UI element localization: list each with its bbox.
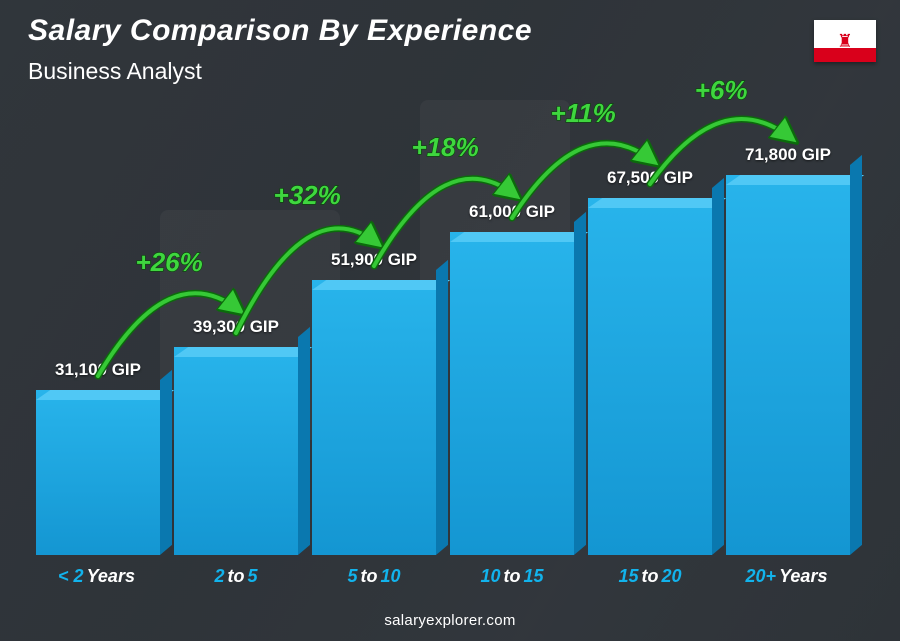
bar-side-face: [160, 370, 172, 555]
chart-subtitle: Business Analyst: [28, 58, 202, 85]
x-label-3: 10to15: [450, 566, 574, 587]
x-label-0: < 2Years: [36, 566, 160, 587]
bar-1: 39,300 GIP: [174, 317, 298, 555]
pct-label: +6%: [695, 75, 748, 105]
flag-bottom: [814, 48, 876, 62]
x-label-1: 2to5: [174, 566, 298, 587]
bar-side-face: [712, 178, 724, 555]
bar-2: 51,900 GIP: [312, 250, 436, 555]
flag-top: ♜: [814, 20, 876, 48]
bar-top-face: [312, 280, 450, 290]
bar-top-face: [174, 347, 312, 357]
bar-3d: [726, 175, 850, 555]
bar-front-face: [174, 347, 298, 555]
bar-value-label: 51,900 GIP: [331, 250, 417, 270]
bar-3d: [174, 347, 298, 555]
bar-front-face: [726, 175, 850, 555]
x-labels: < 2Years 2to5 5to10 10to15 15to20 20+Years: [36, 566, 850, 587]
footer-credit: salaryexplorer.com: [0, 612, 900, 629]
bar-3: 61,000 GIP: [450, 202, 574, 555]
x-label-2: 5to10: [312, 566, 436, 587]
bar-4: 67,500 GIP: [588, 168, 712, 555]
bar-side-face: [574, 212, 586, 555]
gibraltar-flag-icon: ♜: [814, 20, 876, 62]
bar-front-face: [312, 280, 436, 555]
bar-front-face: [588, 198, 712, 555]
bar-front-face: [450, 232, 574, 555]
bar-3d: [36, 390, 160, 555]
bar-value-label: 61,000 GIP: [469, 202, 555, 222]
bar-side-face: [298, 327, 310, 555]
bar-0: 31,100 GIP: [36, 360, 160, 555]
bar-3d: [312, 280, 436, 555]
x-label-5: 20+Years: [726, 566, 850, 587]
bar-top-face: [588, 198, 726, 208]
bar-top-face: [726, 175, 864, 185]
bar-chart: 31,100 GIP 39,300 GIP 51,900 GIP 61,000 GIP…: [36, 120, 850, 583]
bar-side-face: [436, 260, 448, 555]
bar-value-label: 39,300 GIP: [193, 317, 279, 337]
bar-value-label: 31,100 GIP: [55, 360, 141, 380]
bar-top-face: [36, 390, 174, 400]
bar-5: 71,800 GIP: [726, 145, 850, 555]
bar-value-label: 67,500 GIP: [607, 168, 693, 188]
bar-3d: [450, 232, 574, 555]
bars-container: 31,100 GIP 39,300 GIP 51,900 GIP 61,000 GIP…: [36, 120, 850, 555]
bar-side-face: [850, 155, 862, 555]
chart-title: Salary Comparison By Experience: [28, 14, 532, 48]
x-label-4: 15to20: [588, 566, 712, 587]
bar-3d: [588, 198, 712, 555]
bar-front-face: [36, 390, 160, 555]
bar-value-label: 71,800 GIP: [745, 145, 831, 165]
bar-top-face: [450, 232, 588, 242]
chart-canvas: Salary Comparison By Experience Business…: [0, 0, 900, 641]
